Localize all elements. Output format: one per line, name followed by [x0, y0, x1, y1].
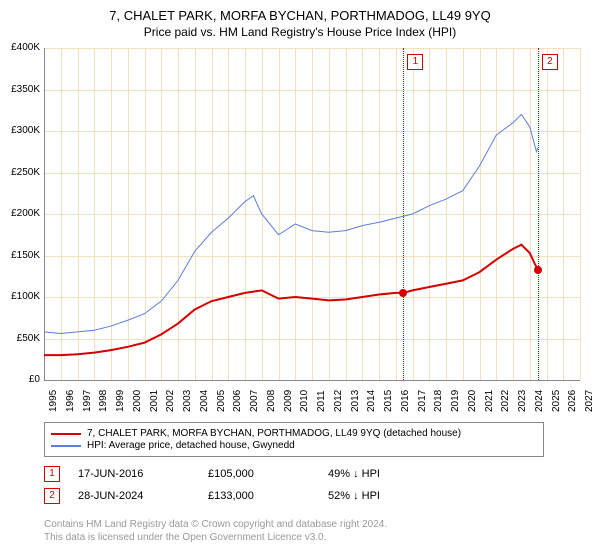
y-axis-tick-label: £200K — [2, 208, 40, 219]
sale-row: 2 28-JUN-2024£133,00052% ↓ HPI — [44, 488, 380, 504]
sale-row-date: 28-JUN-2024 — [78, 490, 208, 502]
y-axis-tick-label: £250K — [2, 167, 40, 178]
chart-plot-area: 12 — [44, 48, 580, 380]
series-property — [44, 245, 538, 355]
y-axis-tick-label: £350K — [2, 84, 40, 95]
legend-item: 7, CHALET PARK, MORFA BYCHAN, PORTHMADOG… — [51, 428, 537, 439]
x-axis-tick-label: 1998 — [98, 390, 109, 412]
x-axis-tick-label: 2010 — [299, 390, 310, 412]
x-axis-tick-label: 2020 — [467, 390, 478, 412]
sale-row-delta: 49% ↓ HPI — [328, 468, 380, 480]
x-axis-tick-label: 1996 — [65, 390, 76, 412]
x-axis-tick-label: 2025 — [551, 390, 562, 412]
x-axis-tick-label: 2013 — [350, 390, 361, 412]
y-axis-tick-label: £150K — [2, 250, 40, 261]
series-hpi — [44, 114, 538, 333]
x-axis-tick-label: 2026 — [567, 390, 578, 412]
sale-row-price: £133,000 — [208, 490, 328, 502]
y-axis-tick-label: £400K — [2, 42, 40, 53]
y-axis-tick-label: £100K — [2, 291, 40, 302]
x-axis-tick-label: 2002 — [165, 390, 176, 412]
x-axis-tick-label: 2001 — [149, 390, 160, 412]
x-axis-tick-label: 2006 — [232, 390, 243, 412]
legend-label: HPI: Average price, detached house, Gwyn… — [87, 440, 295, 451]
x-axis-tick-label: 2012 — [333, 390, 344, 412]
sale-row-price: £105,000 — [208, 468, 328, 480]
sale-row-delta: 52% ↓ HPI — [328, 490, 380, 502]
x-axis-tick-label: 1995 — [48, 390, 59, 412]
x-axis-tick-label: 2015 — [383, 390, 394, 412]
footer-line2: This data is licensed under the Open Gov… — [44, 531, 387, 544]
y-axis-tick-label: £50K — [2, 333, 40, 344]
x-axis-tick-label: 2000 — [132, 390, 143, 412]
x-axis-tick-label: 2014 — [366, 390, 377, 412]
x-axis-tick-label: 2024 — [534, 390, 545, 412]
x-axis-tick-label: 2009 — [283, 390, 294, 412]
x-axis-tick-label: 2003 — [182, 390, 193, 412]
x-axis-tick-label: 2021 — [484, 390, 495, 412]
chart-subtitle: Price paid vs. HM Land Registry's House … — [0, 23, 600, 39]
y-axis-tick-label: £300K — [2, 125, 40, 136]
x-axis-tick-label: 2004 — [199, 390, 210, 412]
sale-row-marker: 1 — [44, 466, 60, 482]
x-axis-tick-label: 2008 — [266, 390, 277, 412]
legend: 7, CHALET PARK, MORFA BYCHAN, PORTHMADOG… — [44, 422, 544, 457]
x-axis-tick-label: 2019 — [450, 390, 461, 412]
x-axis-tick-label: 2023 — [517, 390, 528, 412]
x-axis-tick-label: 1997 — [82, 390, 93, 412]
legend-label: 7, CHALET PARK, MORFA BYCHAN, PORTHMADOG… — [87, 428, 461, 439]
legend-swatch — [51, 433, 81, 435]
legend-swatch — [51, 445, 81, 447]
sale-row: 1 17-JUN-2016£105,00049% ↓ HPI — [44, 466, 380, 482]
x-axis-tick-label: 2027 — [584, 390, 595, 412]
sale-row-marker: 2 — [44, 488, 60, 504]
footer-attribution: Contains HM Land Registry data © Crown c… — [44, 518, 387, 544]
x-axis-tick-label: 2005 — [216, 390, 227, 412]
x-axis-tick-label: 1999 — [115, 390, 126, 412]
x-axis-tick-label: 2011 — [316, 390, 327, 412]
chart-title-address: 7, CHALET PARK, MORFA BYCHAN, PORTHMADOG… — [0, 0, 600, 23]
sale-row-date: 17-JUN-2016 — [78, 468, 208, 480]
x-axis-tick-label: 2018 — [433, 390, 444, 412]
x-axis-tick-label: 2007 — [249, 390, 260, 412]
x-axis-tick-label: 2017 — [417, 390, 428, 412]
sale-point-dot — [534, 266, 542, 274]
legend-item: HPI: Average price, detached house, Gwyn… — [51, 440, 537, 451]
x-axis-tick-label: 2016 — [400, 390, 411, 412]
y-axis-tick-label: £0 — [2, 374, 40, 385]
x-axis-tick-label: 2022 — [500, 390, 511, 412]
footer-line1: Contains HM Land Registry data © Crown c… — [44, 518, 387, 531]
